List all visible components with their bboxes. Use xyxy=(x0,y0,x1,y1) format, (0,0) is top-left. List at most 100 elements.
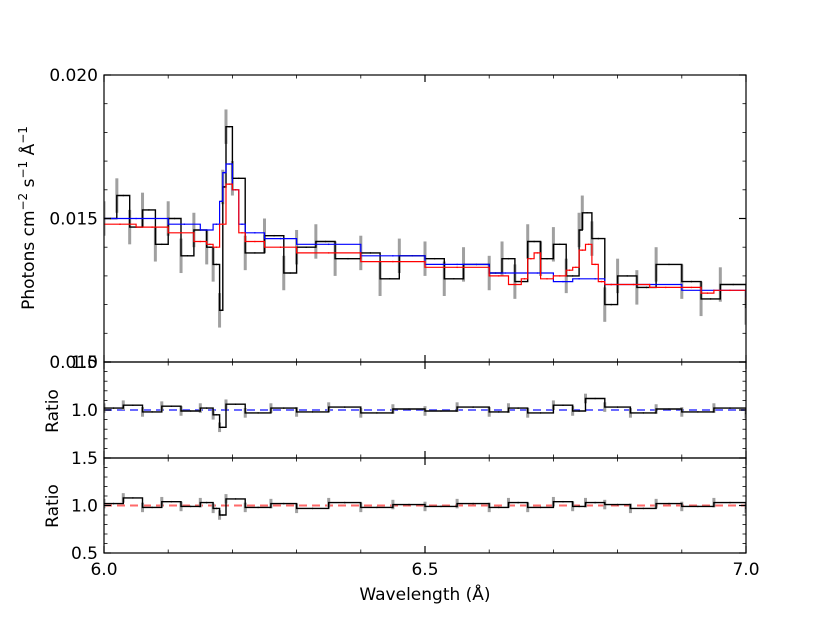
spectrum-model-blue-point xyxy=(536,272,539,274)
spectrum-model-red-point xyxy=(600,280,603,283)
ratio-blue-ylabel: Ratio xyxy=(43,389,63,433)
ratio-blue-ratio-point xyxy=(234,403,237,406)
ratio-blue-plot-area xyxy=(104,393,746,433)
spectrum-data-point xyxy=(186,255,189,257)
spectrum-model-blue-point xyxy=(578,278,580,280)
ratio-red-ratio-point xyxy=(234,498,237,500)
ratio-blue-ytick-label: 1.0 xyxy=(71,401,98,421)
x-tick-label: 7.0 xyxy=(732,560,759,580)
ratio-blue-ratio-point xyxy=(189,410,192,412)
spectrum-model-red-point xyxy=(706,292,709,294)
ratio-blue-ratio-line xyxy=(104,397,746,428)
spectrum-model-red-point xyxy=(665,286,667,289)
ratio-blue-ratio-point xyxy=(697,411,699,413)
spectrum-plot-area xyxy=(104,109,746,328)
spectrum-data-line xyxy=(104,126,746,311)
spectrum-data-point xyxy=(369,252,372,254)
ratio-blue-ratio-point xyxy=(215,414,218,416)
spectrum-model-red-point xyxy=(456,266,458,269)
spectrum-model-red-point xyxy=(610,283,612,286)
spectrum-model-red-point xyxy=(729,289,731,292)
ratio-red-ratio-point xyxy=(311,507,314,510)
ratio-blue-ratio-point xyxy=(376,412,378,414)
spectrum-model-red-point xyxy=(514,283,516,286)
ratio-red-ratio-point xyxy=(562,500,564,503)
ratio-red-ratio-point xyxy=(616,503,619,506)
spectrum-ytick-label: 0.015 xyxy=(49,210,98,230)
spectrum-model-red-point xyxy=(587,243,590,246)
spectrum-ylabel: Photons cm−2 s−1 Å−1 xyxy=(16,126,39,310)
spectrum-model-red-point xyxy=(546,278,548,280)
ratio-red-ratio-point xyxy=(112,502,115,505)
spectrum-data-point xyxy=(223,186,226,188)
ratio-red-ratio-point xyxy=(408,503,410,506)
spectrum-data-point xyxy=(507,257,510,260)
ratio-blue-ratio-point xyxy=(472,406,474,408)
spectrum-data-point xyxy=(273,234,275,237)
spectrum-ytick-label: 0.020 xyxy=(49,66,98,86)
spectrum-data-point xyxy=(324,240,327,243)
ratio-red-ratio-point xyxy=(170,500,173,503)
spectrum-model-red-point xyxy=(392,260,394,263)
spectrum-data-point xyxy=(709,298,712,300)
ratio-blue-ratio-point xyxy=(668,408,670,410)
spectrum-model-red-point xyxy=(498,275,500,277)
spectrum-model-red-point xyxy=(327,252,330,254)
plot-layer: 0.010 0.015 0.020 1.0 1.5 0.5 1.0 1.5 6.0 6.5 7.0 xyxy=(49,66,759,580)
ratio-blue-ratio-point xyxy=(283,407,285,409)
spectrum-data-point xyxy=(453,278,455,280)
ratio-blue-ratio-point xyxy=(132,404,134,407)
spectrum-model-blue-point xyxy=(456,263,458,266)
ratio-red-ratio-point xyxy=(222,514,224,516)
ratio-red-ratio-point xyxy=(594,501,596,504)
ratio-blue-ratio-point xyxy=(578,410,580,412)
spectrum-model-red-point xyxy=(568,269,571,272)
ratio-red-ratio-line xyxy=(104,497,746,516)
ratio-blue-ratio-point xyxy=(344,406,346,408)
spectrum-data-point xyxy=(626,275,628,277)
spectrum-model-blue-line xyxy=(104,163,746,296)
spectrum-data-point xyxy=(388,278,391,280)
spectrum-model-blue-point xyxy=(220,200,222,203)
spectrum-data-point xyxy=(148,209,150,211)
spectrum-model-blue-point xyxy=(215,223,218,225)
ratio-blue-ratio-point xyxy=(498,411,500,413)
ratio-red-ytick-label: 1.5 xyxy=(71,449,98,469)
ratio-red-ratio-point xyxy=(539,506,542,509)
spectrum-data-point xyxy=(161,243,163,246)
spectrum-model-red-point xyxy=(575,266,577,269)
ratio-blue-ratio-point xyxy=(594,397,596,400)
spectrum-data-point xyxy=(571,275,574,277)
ratio-blue-ratio-point xyxy=(408,408,410,410)
ratio-red-plot-area xyxy=(104,493,746,520)
ratio-blue-ratio-point xyxy=(205,407,208,409)
ratio-red-ratio-point xyxy=(189,505,192,508)
spectrum-model-blue-point xyxy=(135,217,137,220)
ratio-red-ratio-point xyxy=(697,505,699,508)
spectrum-model-red-point xyxy=(581,249,584,251)
spectrum-model-red-point xyxy=(215,246,218,248)
ratio-red-ratio-point xyxy=(498,506,500,509)
spectrum-model-red-point xyxy=(632,283,635,286)
spectrum-ytick-label: 0.010 xyxy=(49,353,98,373)
spectrum-model-blue-point xyxy=(223,171,226,174)
spectrum-data-point xyxy=(732,283,734,286)
spectrum-data-point xyxy=(122,194,125,197)
ratio-blue-ratio-point xyxy=(562,404,564,407)
spectrum-model-red-point xyxy=(523,278,526,280)
spectrum-data-point xyxy=(215,263,218,266)
spectrum-model-red-point xyxy=(536,252,539,254)
spectrum-data-point xyxy=(597,237,600,240)
ratio-red-ratio-point xyxy=(440,505,442,508)
ratio-red-ratio-point xyxy=(132,497,134,499)
spectrum-data-point xyxy=(305,246,308,248)
spectrum-data-point xyxy=(347,257,349,260)
spectrum-model-blue-point xyxy=(279,237,282,240)
ratio-blue-ratio-point xyxy=(440,410,442,412)
spectrum-data-point xyxy=(645,286,648,289)
ratio-blue-ratio-point xyxy=(311,411,314,413)
ratio-blue-ratio-point xyxy=(112,407,115,409)
spectrum-model-red-point xyxy=(119,223,121,225)
ratio-blue-ytick-label: 1.5 xyxy=(71,353,98,373)
